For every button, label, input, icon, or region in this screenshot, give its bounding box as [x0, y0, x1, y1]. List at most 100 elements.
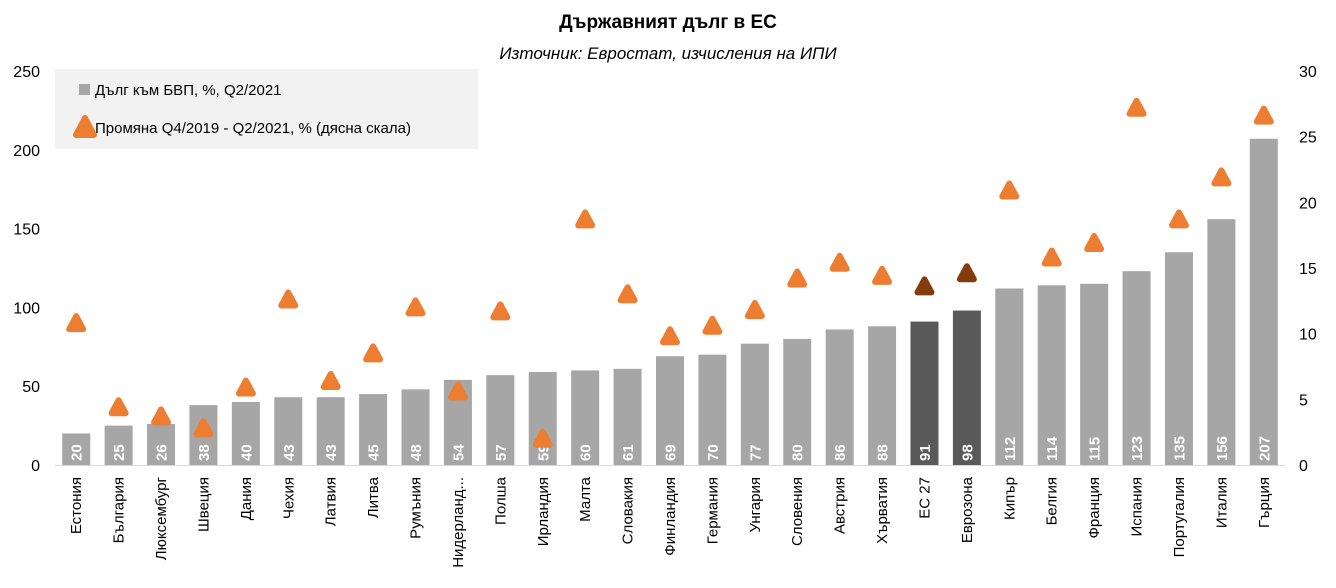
bar-value-label: 43	[323, 444, 340, 461]
change-marker	[151, 406, 172, 426]
bar-value-label: 207	[1256, 436, 1273, 461]
bar	[1249, 138, 1278, 465]
category-tick-label: Унгария	[747, 477, 764, 532]
bar	[231, 401, 260, 465]
bar-value-label: 114	[1044, 436, 1061, 461]
bar-value-label: 40	[238, 444, 255, 461]
axes: 0 50 100 150 200 250 0 5 10 15 20 25 30 Естония Българ…	[13, 64, 1317, 568]
bar-value-label: 123	[1129, 436, 1146, 461]
change-marker	[1084, 233, 1105, 253]
bar-value-label: 91	[917, 444, 934, 461]
change-marker	[363, 343, 384, 363]
bar-value-label: 77	[747, 444, 764, 461]
category-tick-label: Белгия	[1044, 477, 1061, 525]
legend: Дълг към БВП, %, Q2/2021 Промяна Q4/2019…	[55, 69, 478, 149]
bar-value-label: 38	[196, 444, 213, 461]
bar	[995, 288, 1024, 465]
legend-label-bar: Дълг към БВП, %, Q2/2021	[95, 82, 282, 99]
bar-value-label: 88	[875, 444, 892, 461]
bar-value-label: 98	[959, 444, 976, 461]
bar	[359, 394, 388, 465]
change-marker	[66, 313, 87, 333]
bar-value-label: 135	[1171, 436, 1188, 461]
change-marker	[702, 315, 723, 335]
bar	[1037, 285, 1066, 465]
change-marker	[235, 377, 256, 397]
bar-value-label: 26	[154, 444, 171, 461]
left-axis-tick-label: 50	[22, 379, 40, 396]
category-tick-label: Испания	[1129, 477, 1146, 537]
bar	[1122, 271, 1151, 465]
change-marker	[829, 252, 850, 272]
category-tick-label: ЕС 27	[916, 477, 933, 519]
bar	[910, 321, 939, 465]
bar	[1164, 252, 1193, 465]
bar-value-label: 115	[1087, 437, 1104, 461]
change-marker	[1253, 105, 1274, 125]
category-tick-label: Португалия	[1171, 477, 1188, 557]
bar	[952, 310, 981, 465]
right-axis-tick-label: 10	[1299, 327, 1317, 344]
bar	[62, 433, 91, 465]
bar-value-label: 61	[620, 444, 637, 461]
bar	[1207, 219, 1236, 465]
change-marker	[405, 297, 426, 317]
bar	[783, 338, 812, 465]
change-marker	[787, 268, 808, 288]
bar	[486, 375, 515, 465]
category-tick-label: Люксембург	[153, 476, 170, 560]
bar-value-label: 43	[281, 444, 298, 461]
chart-title: Държавният дълг в ЕС	[559, 12, 777, 33]
bar	[104, 425, 133, 465]
category-tick-label: Ирландия	[535, 477, 552, 546]
category-tick-label: България	[111, 477, 128, 543]
change-marker	[320, 370, 341, 390]
change-marker	[956, 263, 977, 283]
bar-value-label: 20	[69, 444, 86, 461]
category-tick-label: Словакия	[620, 477, 637, 544]
change-marker	[1041, 247, 1062, 267]
bar-value-label: 45	[366, 444, 383, 461]
change-marker	[278, 289, 299, 309]
change-marker	[1168, 209, 1189, 229]
category-tick-label: Естония	[68, 477, 85, 534]
change-marker	[744, 300, 765, 320]
legend-label-marker: Промяна Q4/2019 - Q2/2021, % (дясна скал…	[95, 120, 411, 137]
category-tick-label: Нидерланд...	[450, 477, 467, 568]
category-tick-label: Румъния	[408, 477, 425, 539]
change-marker	[872, 265, 893, 285]
bar-value-label: 48	[408, 444, 425, 461]
bar	[274, 397, 303, 465]
right-axis-tick-label: 30	[1299, 64, 1317, 81]
category-tick-label: Литва	[365, 476, 382, 518]
bar	[825, 329, 854, 465]
right-axis-tick-label: 5	[1299, 392, 1308, 409]
change-marker	[660, 326, 680, 346]
change-marker	[575, 209, 596, 229]
bar	[401, 389, 430, 465]
legend-background	[55, 69, 478, 149]
category-tick-label: Германия	[704, 477, 721, 544]
left-axis-tick-label: 200	[13, 143, 40, 160]
category-tick-label: Кипър	[1001, 477, 1018, 520]
bar-series: 20 25 26 38 40 43 43 45 48 54 57 59 60 61 69 70 77 80 86 88…	[62, 138, 1278, 465]
chart-subtitle: Източник: Евростат, изчисления на ИПИ	[499, 44, 837, 63]
change-marker	[1211, 167, 1232, 187]
right-axis-tick-label: 20	[1299, 195, 1317, 212]
bar-value-label: 54	[450, 444, 467, 461]
category-tick-label: Гърция	[1256, 477, 1273, 528]
category-tick-label: Франция	[1086, 477, 1103, 538]
change-marker	[914, 276, 935, 296]
bar-value-label: 57	[493, 444, 510, 461]
change-marker	[617, 284, 638, 304]
bar	[740, 343, 769, 465]
category-tick-label: Хърватия	[874, 477, 891, 544]
change-marker	[447, 381, 468, 401]
category-tick-label: Чехия	[280, 477, 297, 519]
bar	[528, 372, 557, 465]
right-axis-tick-label: 0	[1299, 458, 1308, 475]
bar	[571, 370, 600, 465]
change-marker	[108, 397, 129, 417]
bar	[147, 424, 176, 465]
bar	[1080, 283, 1109, 465]
